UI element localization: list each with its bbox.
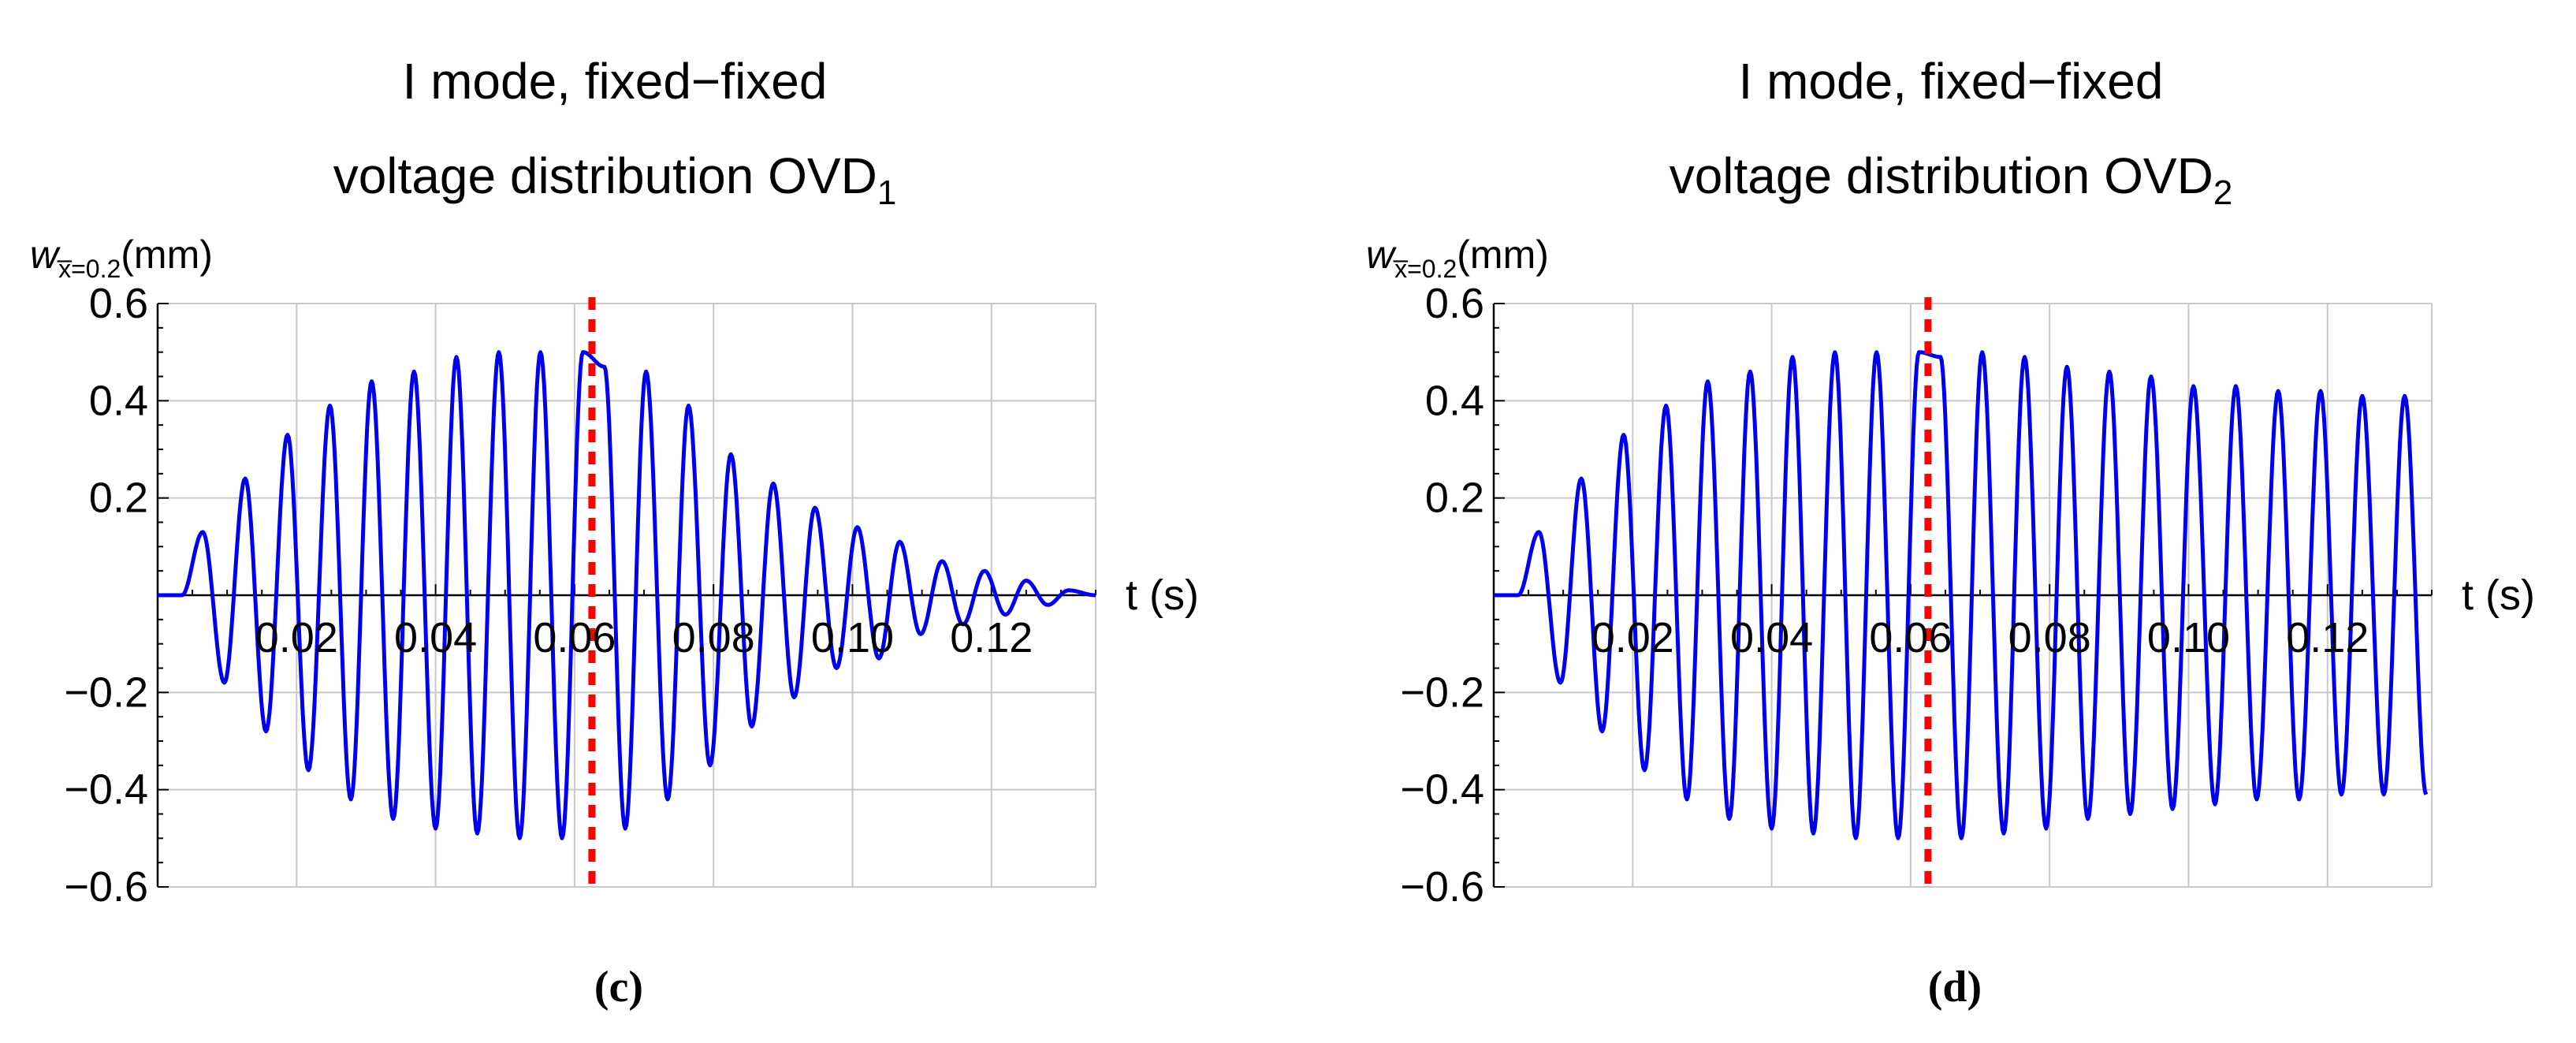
y-axis-label-symbol: w [30,233,61,277]
chart-title-line2: voltage distribution OVD2 [1670,147,2233,212]
x-axis-label: t (s) [1126,572,1199,619]
x-tick-label: 0.10 [2147,614,2230,661]
chart-panel-c: I mode, fixed−fixed voltage distribution … [30,53,1199,1011]
chart-title-subscript: 2 [2213,173,2232,212]
y-axis-label: wx̅=0.2(mm) [30,233,213,283]
x-tick-label: 0.06 [1869,614,1952,661]
chart-title-line2-text: voltage distribution OVD [333,147,877,204]
x-tick-label: 0.10 [811,614,894,661]
y-tick-label: 0.6 [89,280,148,327]
y-axis-label-unit: (mm) [1457,233,1549,277]
panel-caption: (d) [1928,963,1982,1011]
y-tick-label: −0.4 [1400,766,1484,814]
chart-title-line1: I mode, fixed−fixed [403,53,828,110]
y-tick-label: 0.4 [1425,377,1484,424]
y-axis-label-unit: (mm) [121,233,213,277]
y-tick-label: 0.6 [1425,280,1484,327]
chart-panel-d: I mode, fixed−fixed voltage distribution … [1366,53,2535,1011]
y-tick-label: 0.2 [89,475,148,522]
x-axis-label: t (s) [2462,572,2535,619]
y-axis-label-symbol: w [1366,233,1397,277]
y-axis-label-subscript: x̅=0.2 [57,255,121,283]
y-tick-label: −0.6 [1400,863,1484,911]
x-tick-label: 0.08 [672,614,755,661]
y-tick-label: 0.4 [89,377,148,424]
y-axis-label: wx̅=0.2(mm) [1366,233,1549,283]
chart-title-subscript: 1 [877,173,896,212]
x-tick-label: 0.12 [950,614,1033,661]
chart-title-line2: voltage distribution OVD1 [333,147,897,212]
x-tick-label: 0.02 [1591,614,1674,661]
chart-title-line1: I mode, fixed−fixed [1739,53,2164,110]
displacement-series-line [157,350,1096,840]
y-tick-label: −0.4 [64,766,148,814]
x-tick-label: 0.02 [255,614,338,661]
y-tick-label: −0.2 [1400,669,1484,716]
x-tick-label: 0.06 [533,614,616,661]
panel-caption: (c) [594,963,643,1011]
x-tick-label: 0.12 [2286,614,2369,661]
x-tick-label: 0.08 [2008,614,2091,661]
x-tick-label: 0.04 [1730,614,1813,661]
y-tick-label: 0.2 [1425,475,1484,522]
x-tick-label: 0.04 [394,614,477,661]
displacement-series-line [1493,350,2429,840]
y-tick-label: −0.2 [64,669,148,716]
chart-title-line2-text: voltage distribution OVD [1670,147,2213,204]
y-axis-label-subscript: x̅=0.2 [1393,255,1457,283]
y-tick-label: −0.6 [64,863,148,911]
